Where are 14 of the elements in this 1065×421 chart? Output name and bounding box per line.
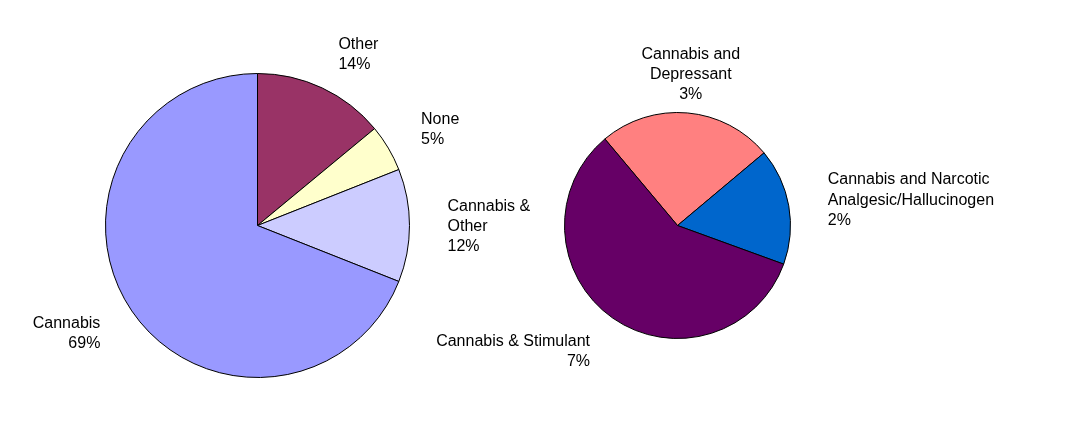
slice-label: Cannabis & Stimulant xyxy=(436,331,591,349)
slice-label: Cannabis xyxy=(32,313,101,331)
slice-label: Other xyxy=(338,34,380,52)
data-label: 2% xyxy=(827,210,851,228)
slice-label: None xyxy=(421,110,460,128)
data-label: 12% xyxy=(447,237,480,255)
data-label: 14% xyxy=(338,55,371,73)
data-label: 69% xyxy=(68,334,101,351)
slice-label: Cannabis & Other xyxy=(447,196,531,234)
slice-label: Cannabis and Narcotic Analgesic/Hallucinogen xyxy=(827,170,995,208)
data-label: 5% xyxy=(421,130,445,148)
slice-label: Cannabis and Depressant xyxy=(641,44,741,83)
data-label: 3% xyxy=(679,85,703,103)
data-label: 7% xyxy=(566,352,590,370)
